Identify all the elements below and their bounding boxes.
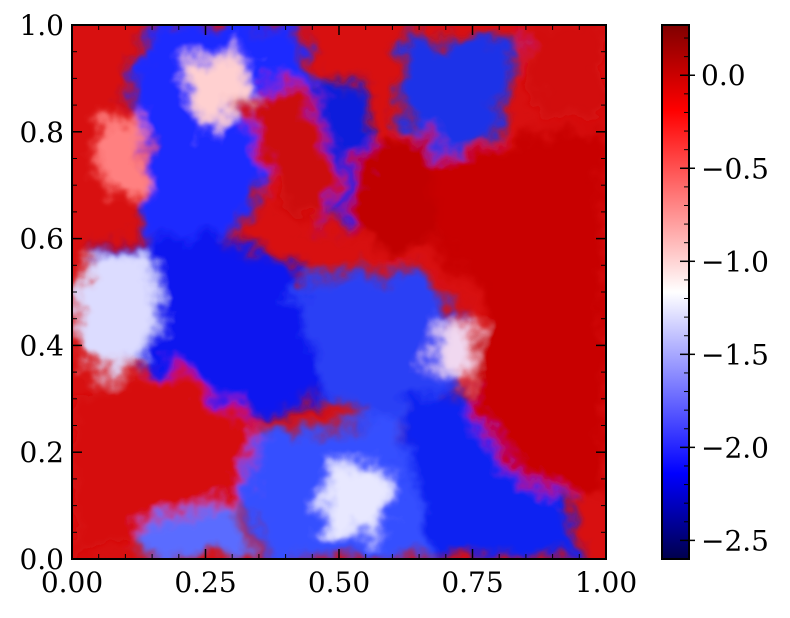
y-tick-label: 0.4: [19, 329, 64, 362]
y-tick-label: 0.2: [19, 436, 64, 469]
y-axis-ticks: 0.0 0.2 0.4 0.6 0.8 1.0: [19, 9, 606, 576]
colorbar-tick-label: −0.5: [701, 152, 769, 185]
colorbar-tick-label: 0.0: [701, 59, 746, 92]
heatmap-field: [72, 25, 606, 559]
x-tick-label: 0.00: [41, 566, 103, 599]
colorbar-tick-label: −1.5: [701, 338, 769, 371]
colorbar-tick-label: −1.0: [701, 245, 769, 278]
colorbar: [661, 24, 690, 560]
y-tick-label: 0.8: [19, 116, 64, 149]
colorbar-tick-label: −2.5: [701, 524, 769, 557]
colorbar-ticks: 0.0 −0.5 −1.0 −1.5 −2.0 −2.5: [680, 37, 769, 560]
x-tick-label: 0.75: [441, 566, 503, 599]
x-tick-label: 0.50: [308, 566, 370, 599]
y-tick-label: 0.0: [19, 543, 64, 576]
colorbar-tick-label: −2.0: [701, 431, 769, 464]
x-tick-label: 0.25: [174, 566, 236, 599]
x-tick-label: 1.00: [575, 566, 637, 599]
y-tick-label: 1.0: [19, 9, 64, 42]
x-axis-ticks: 0.00 0.25 0.50 0.75 1.00: [41, 25, 637, 599]
y-tick-label: 0.6: [19, 223, 64, 256]
